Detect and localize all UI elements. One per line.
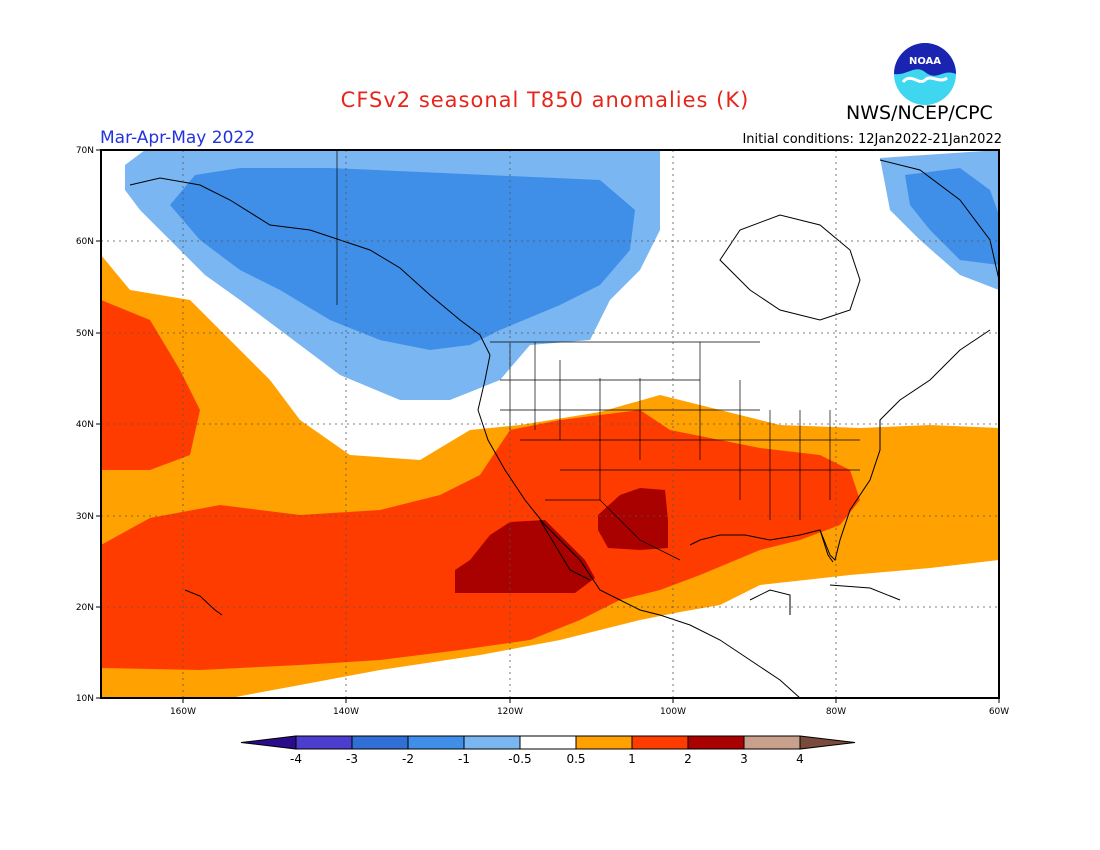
colorbar-label: 1 (628, 752, 636, 766)
lon-label: 80W (826, 707, 846, 717)
lat-label: 60N (76, 237, 94, 247)
logo-text: NOAA (909, 56, 941, 67)
coastline-hudson (719, 214, 861, 321)
lat-label: 10N (76, 694, 94, 704)
initial-conditions-label: Initial conditions: 12Jan2022-21Jan2022 (742, 132, 1002, 147)
lon-label: 160W (170, 707, 196, 717)
coastline-yucatan (749, 589, 791, 615)
colorbar-label: -0.5 (508, 752, 531, 766)
anomaly-region-red (101, 300, 200, 470)
noaa-logo: NOAA (894, 43, 956, 105)
colorbar-segment (407, 735, 465, 750)
colorbar-segment (351, 735, 409, 750)
colorbar-segment (631, 735, 689, 750)
anomaly-region-blue (170, 168, 635, 350)
lat-label: 30N (76, 512, 94, 522)
lat-labels: 70N 60N 50N 40N 30N 20N 10N (76, 146, 94, 704)
lat-label: 20N (76, 603, 94, 613)
anomaly-region-darkred-mexico (455, 520, 595, 593)
lon-label: 60W (989, 707, 1009, 717)
colorbar-label: 4 (796, 752, 804, 766)
coastline-baja (539, 519, 591, 581)
lat-label: 50N (76, 329, 94, 339)
colorbar-segment (575, 735, 633, 750)
coastline-alaska (129, 177, 491, 356)
anomaly-region-red-south (101, 410, 860, 670)
colorbar-segment (687, 735, 745, 750)
colorbar-label: -1 (458, 752, 470, 766)
coastline-florida (819, 529, 834, 563)
coastline-greenland (879, 159, 999, 281)
colorbar: -4 -3 -2 -1 -0.5 0.5 1 2 3 4 (240, 735, 856, 766)
colorbar-segment (519, 735, 577, 750)
lon-label: 100W (660, 707, 686, 717)
anomaly-fill-layer (101, 150, 999, 698)
coastline-gulf (689, 329, 991, 561)
map-title: CFSv2 seasonal T850 anomalies (K) (340, 88, 750, 112)
coastline-cuba (829, 584, 901, 601)
lon-labels: 160W 140W 120W 100W 80W 60W (170, 707, 1009, 717)
colorbar-label: 3 (740, 752, 748, 766)
season-label: Mar-Apr-May 2022 (100, 128, 256, 148)
colorbar-label: -3 (346, 752, 358, 766)
colorbar-segment (743, 735, 801, 750)
lat-label: 70N (76, 146, 94, 156)
tick-marks (96, 149, 1000, 703)
colorbar-arrow-left (240, 735, 297, 750)
colorbar-label: 0.5 (566, 752, 585, 766)
coastline-hawaii (184, 589, 223, 616)
agency-label: NWS/NCEP/CPC (846, 102, 993, 124)
lon-label: 140W (333, 707, 359, 717)
coastline-layer (129, 159, 999, 698)
colorbar-arrow-right (799, 735, 856, 750)
colorbar-segment (295, 735, 353, 750)
anomaly-region-blue-east (905, 168, 999, 265)
colorbar-label: -2 (402, 752, 414, 766)
colorbar-label: 2 (684, 752, 692, 766)
colorbar-label: -4 (290, 752, 302, 766)
lon-label: 120W (497, 707, 523, 717)
colorbar-segment (463, 735, 521, 750)
coastline-west-na (477, 354, 801, 698)
lat-label: 40N (76, 420, 94, 430)
anomaly-region-darkred-texas (598, 488, 668, 550)
